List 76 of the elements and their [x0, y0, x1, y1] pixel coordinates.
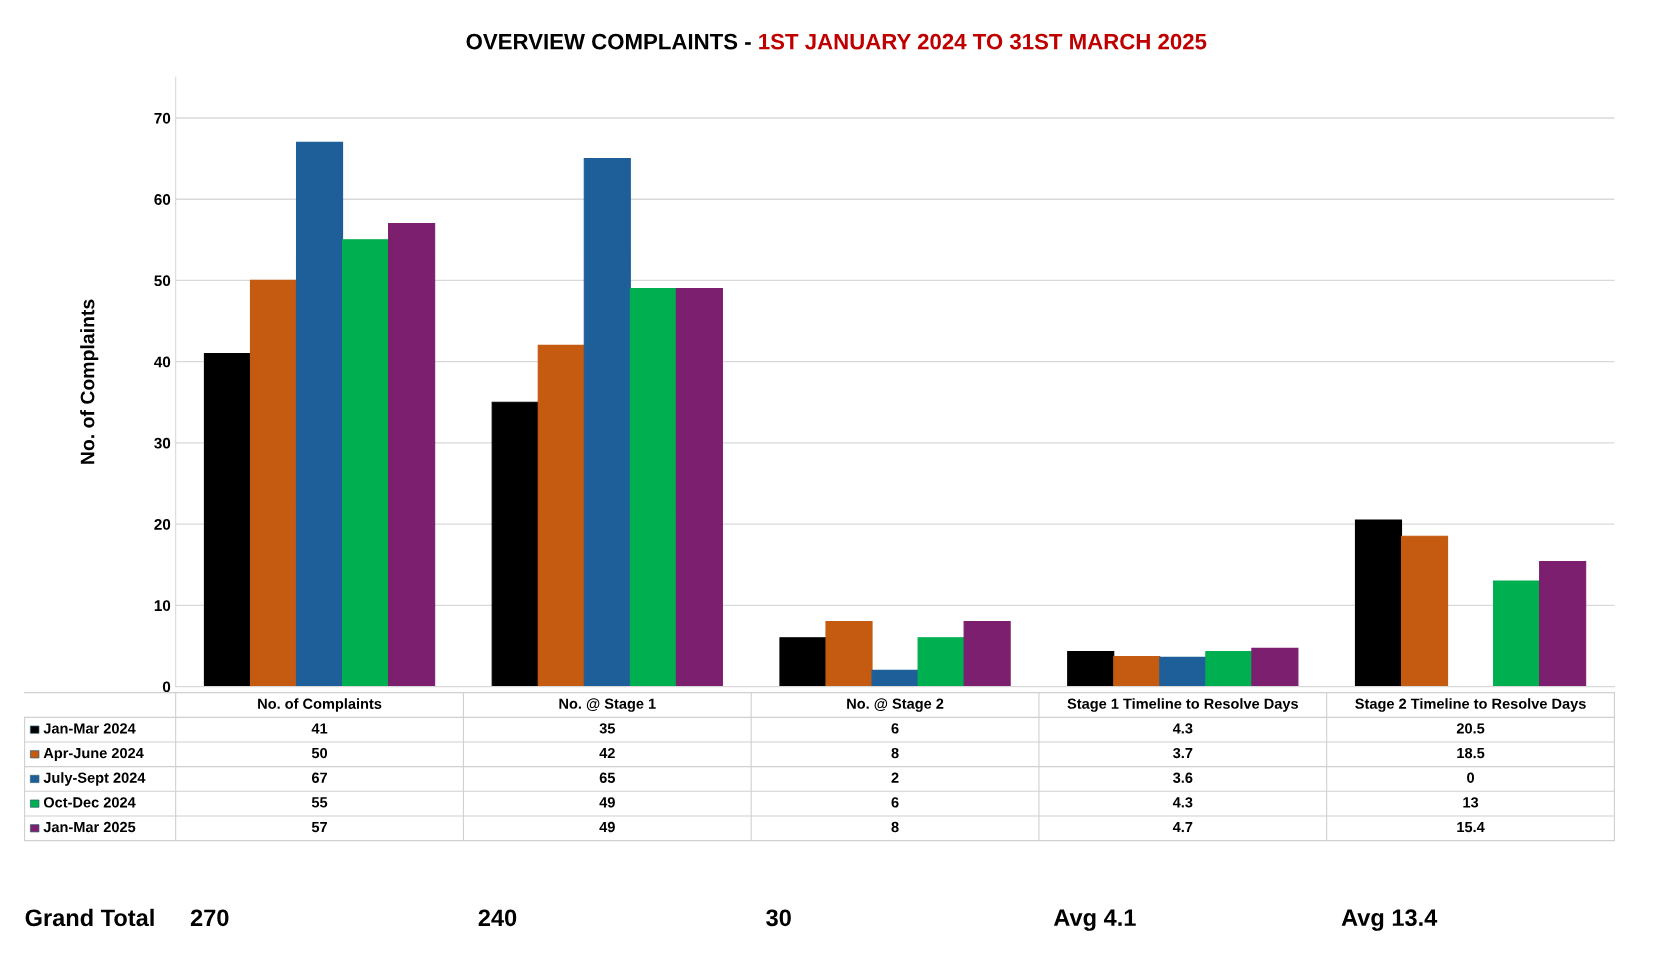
- bar: [1493, 580, 1541, 687]
- bar: [1159, 656, 1207, 687]
- legend-label: Apr-June 2024: [43, 747, 144, 762]
- bar: [295, 141, 344, 687]
- data-label: 8: [891, 821, 899, 833]
- data-label: 18.5: [1457, 747, 1485, 759]
- y-tick-label: 70: [154, 112, 171, 124]
- y-axis-title: No. of Complaints: [80, 299, 99, 464]
- data-label: 13: [1463, 797, 1479, 808]
- bar: [1539, 560, 1587, 687]
- text: 270: [190, 909, 229, 927]
- bar: [1251, 647, 1299, 687]
- bar: [675, 287, 723, 687]
- y-tick-label: 10: [154, 600, 171, 612]
- chart-subtitle: 1ST JANUARY 2024 TO 31ST MARCH 2025: [759, 33, 1207, 50]
- legend-label: Oct-Dec 2024: [43, 797, 136, 808]
- data-label: 0: [1467, 772, 1475, 783]
- data-label: 4.3: [1172, 797, 1193, 808]
- text: 240: [478, 909, 517, 927]
- data-label: 49: [599, 821, 615, 833]
- bar: [583, 158, 631, 687]
- bar: [1067, 651, 1115, 687]
- x-tick-label: No. @ Stage 2: [847, 698, 944, 712]
- y-tick-label: 50: [154, 275, 171, 287]
- data-label: 57: [311, 822, 328, 833]
- bar: [249, 279, 298, 687]
- bar: [491, 401, 539, 687]
- bar: [203, 352, 252, 687]
- bar: [871, 669, 919, 687]
- y-tick-label: 20: [154, 518, 171, 530]
- x-tick-label: Stage 2 Timeline to Resolve Days: [1355, 698, 1586, 712]
- bar: [1354, 519, 1403, 687]
- text: Avg 13.4: [1341, 909, 1438, 931]
- data-label: 15.4: [1457, 822, 1485, 833]
- legend-label: Jan-Mar 2025: [43, 821, 136, 833]
- data-label: 67: [311, 772, 328, 783]
- data-label: 20.5: [1456, 723, 1485, 734]
- y-tick-label: 30: [154, 437, 171, 449]
- bar: [629, 287, 677, 687]
- y-tick-label: 40: [154, 356, 171, 368]
- y-tick-label: 60: [154, 194, 171, 205]
- data-label: 55: [311, 797, 328, 808]
- legend-label: July-Sept 2024: [43, 772, 146, 786]
- data-label: 6: [891, 723, 899, 734]
- x-tick-label: No. of Complaints: [258, 698, 382, 712]
- x-tick-label: No. @ Stage 1: [559, 698, 656, 712]
- bar: [1400, 535, 1449, 687]
- data-label: 42: [599, 747, 615, 759]
- data-label: 3.6: [1173, 772, 1193, 783]
- text: Avg 4.1: [1053, 909, 1136, 931]
- data-label: 6: [891, 797, 899, 808]
- data-label: 4.3: [1172, 723, 1193, 734]
- bar: [779, 637, 827, 687]
- data-label: 35: [599, 723, 615, 734]
- bar: [1205, 651, 1253, 687]
- data-label: 65: [599, 772, 615, 783]
- chart-title: OVERVIEW COMPLAINTS -: [466, 33, 751, 50]
- data-label: 2: [891, 772, 899, 783]
- data-label: 41: [311, 723, 328, 734]
- data-label: 3.7: [1173, 747, 1193, 759]
- bar: [388, 223, 436, 687]
- legend-label: Jan-Mar 2024: [43, 723, 136, 734]
- x-tick-label: Stage 1 Timeline to Resolve Days: [1067, 698, 1298, 712]
- bar: [825, 621, 873, 687]
- text: 30: [766, 909, 791, 927]
- text: Grand Total: [25, 908, 154, 927]
- bar: [1113, 655, 1161, 687]
- y-tick-label: 0: [162, 681, 171, 693]
- data-label: 4.7: [1172, 822, 1193, 833]
- data-label: 49: [599, 797, 615, 808]
- bar: [963, 621, 1011, 687]
- bar: [342, 239, 390, 687]
- data-label: 8: [891, 747, 899, 759]
- bar: [917, 637, 965, 687]
- data-label: 50: [311, 747, 328, 759]
- bar: [537, 344, 585, 687]
